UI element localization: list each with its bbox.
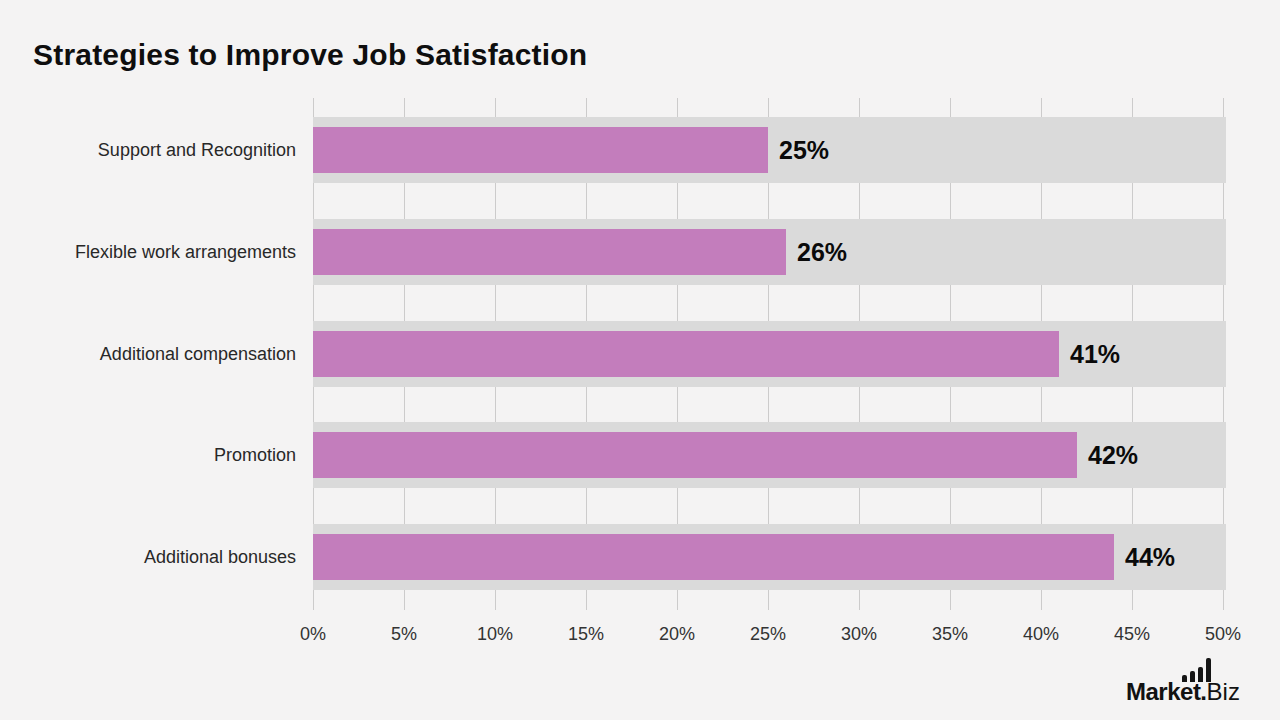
bar <box>313 331 1059 377</box>
brand-name-light: Biz <box>1207 678 1240 705</box>
bar-track: 42% <box>313 422 1226 488</box>
x-tick-label: 0% <box>273 620 353 648</box>
x-tick-label: 40% <box>1001 620 1081 648</box>
bar <box>313 127 768 173</box>
x-tick-label: 30% <box>819 620 899 648</box>
bar-value-label: 41% <box>1070 321 1120 387</box>
category-label: Promotion <box>0 442 296 468</box>
x-tick-label: 15% <box>546 620 626 648</box>
x-tick-label: 25% <box>728 620 808 648</box>
x-tick-label: 5% <box>364 620 444 648</box>
x-tick-label: 50% <box>1183 620 1263 648</box>
x-tick-label: 10% <box>455 620 535 648</box>
bar-track: 26% <box>313 219 1226 285</box>
bar-value-label: 26% <box>797 219 847 285</box>
category-label: Additional bonuses <box>0 544 296 570</box>
brand-name-bold: Market. <box>1126 678 1207 705</box>
brand-logo: Market.Biz <box>1126 656 1276 712</box>
bar-chart-plot-area: 25% 26% 41% 42% 44% <box>313 98 1226 610</box>
chart-title: Strategies to Improve Job Satisfaction <box>33 38 587 72</box>
x-tick-label: 20% <box>637 620 717 648</box>
bar-value-label: 42% <box>1088 422 1138 488</box>
infographic-page: Strategies to Improve Job Satisfaction 2… <box>0 0 1280 720</box>
bar-value-label: 44% <box>1125 524 1175 590</box>
bar-track: 41% <box>313 321 1226 387</box>
bar-track: 25% <box>313 117 1226 183</box>
bar <box>313 432 1077 478</box>
category-label: Flexible work arrangements <box>0 239 296 265</box>
x-tick-label: 35% <box>910 620 990 648</box>
category-label: Support and Recognition <box>0 137 296 163</box>
bar <box>313 229 786 275</box>
bar-value-label: 25% <box>779 117 829 183</box>
bar <box>313 534 1114 580</box>
category-label: Additional compensation <box>0 341 296 367</box>
brand-name: Market.Biz <box>1126 678 1240 706</box>
bar-track: 44% <box>313 524 1226 590</box>
x-tick-label: 45% <box>1092 620 1172 648</box>
